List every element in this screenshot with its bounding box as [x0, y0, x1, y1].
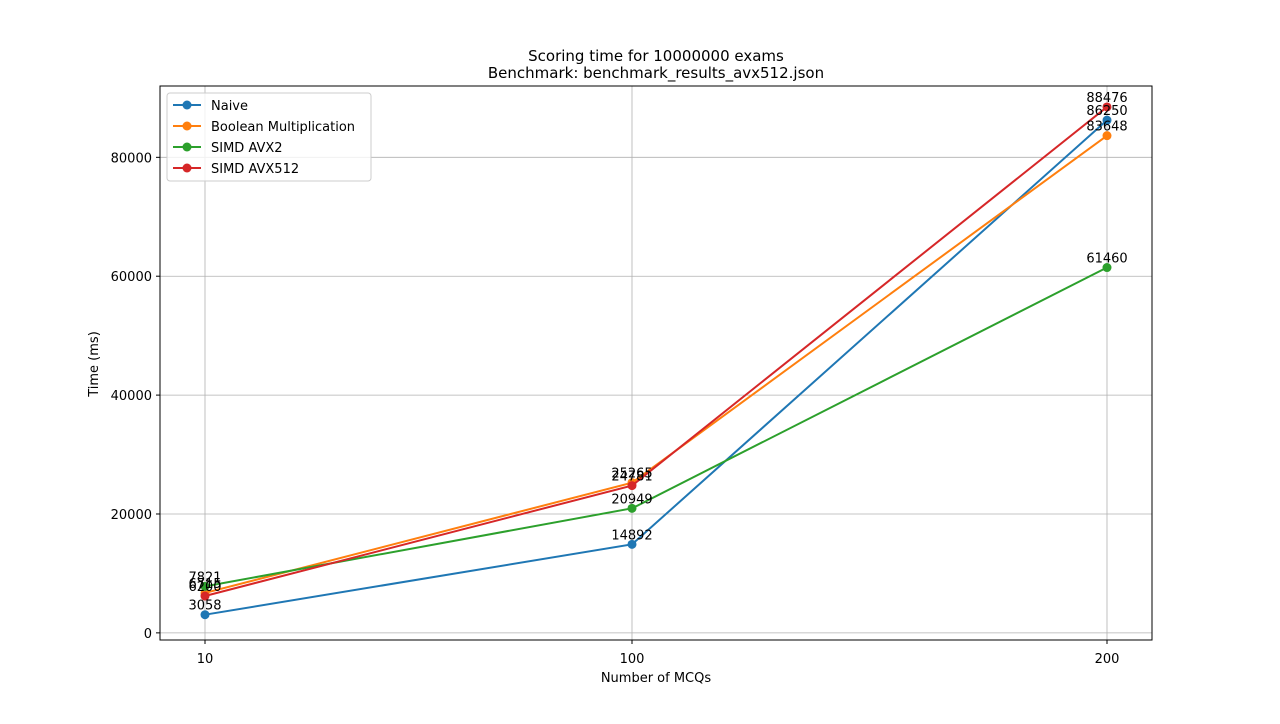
y-tick-label: 60000 [111, 270, 152, 285]
legend-label-naive: Naive [211, 99, 248, 114]
legend: Naive Boolean Multiplication SIMD AVX2 SIMD… [166, 92, 372, 182]
data-label-simd-avx512: 6200 [188, 580, 221, 595]
y-tick-label: 80000 [111, 151, 152, 166]
data-point-naive [627, 539, 637, 549]
data-label-simd-avx512: 88476 [1086, 91, 1127, 106]
data-label-boolean-multiplication: 83648 [1086, 120, 1127, 135]
data-label-simd-avx512: 24781 [611, 470, 652, 485]
legend-label-simd-avx2: SIMD AVX2 [211, 141, 283, 156]
chart-title: Scoring time for 10000000 exams [528, 47, 784, 65]
data-label-naive: 14892 [611, 528, 652, 543]
data-label-naive: 86250 [1086, 104, 1127, 119]
x-axis-label: Number of MCQs [601, 671, 712, 686]
x-tick-label: 10 [197, 652, 214, 667]
plot-frame [159, 85, 1153, 641]
legend-marker-naive [182, 100, 192, 110]
data-point-naive [200, 610, 210, 620]
legend-marker-simd-avx2 [182, 142, 192, 152]
legend-box [166, 92, 372, 182]
x-tick-label: 100 [620, 652, 645, 667]
data-point-simd-avx2 [200, 581, 210, 591]
data-point-simd-avx512 [200, 591, 210, 601]
y-tick-label: 20000 [111, 508, 152, 523]
data-point-simd-avx2 [627, 503, 637, 513]
axes: 10 100 200 0 20000 40000 60000 80000 [111, 151, 1120, 667]
y-tick-label: 40000 [111, 389, 152, 404]
data-point-naive [1102, 115, 1112, 125]
data-label-boolean-multiplication: 6715 [188, 577, 221, 592]
data-labels: 3058 14892 86250 6715 25265 83648 7821 20949 614… [188, 91, 1127, 614]
legend-marker-simd-avx512 [182, 163, 192, 173]
legend-label-simd-avx512: SIMD AVX512 [211, 162, 299, 177]
data-point-boolean-multiplication [1102, 131, 1112, 141]
data-point-simd-avx2 [1102, 263, 1112, 273]
chart-subtitle: Benchmark: benchmark_results_avx512.json [488, 64, 824, 83]
data-point-simd-avx512 [627, 481, 637, 491]
y-axis-label: Time (ms) [87, 331, 102, 398]
x-tick-label: 200 [1095, 652, 1120, 667]
data-label-boolean-multiplication: 25265 [611, 467, 652, 482]
y-tick-label: 0 [144, 627, 152, 642]
data-label-simd-avx2: 61460 [1086, 252, 1127, 267]
data-label-simd-avx2: 7821 [188, 570, 221, 585]
legend-label-boolean-multiplication: Boolean Multiplication [211, 120, 355, 135]
data-label-naive: 3058 [188, 599, 221, 614]
data-label-simd-avx2: 20949 [611, 492, 652, 507]
series-layer [200, 102, 1112, 620]
legend-marker-boolean-multiplication [182, 121, 192, 131]
data-point-simd-avx512 [1102, 102, 1112, 112]
